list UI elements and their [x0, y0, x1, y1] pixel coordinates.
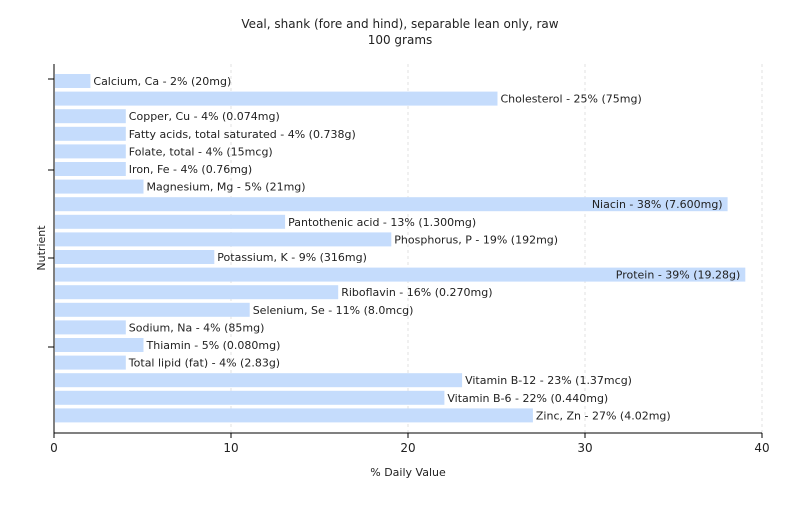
bar-label: Total lipid (fat) - 4% (2.83g)	[128, 357, 280, 370]
bar	[55, 373, 463, 388]
bar	[55, 162, 126, 176]
bar-label: Fatty acids, total saturated - 4% (0.738…	[129, 128, 356, 141]
chart-subtitle: 100 grams	[368, 33, 433, 47]
bar	[55, 197, 728, 212]
axes-group: 0 10 20 30 40	[48, 64, 770, 455]
bar-label: Selenium, Se - 11% (8.0mcg)	[253, 304, 414, 317]
bar-label: Copper, Cu - 4% (0.074mg)	[129, 110, 280, 123]
bar-label: Niacin - 38% (7.600mg)	[592, 198, 723, 211]
bar	[55, 91, 498, 106]
bar	[55, 232, 392, 247]
bar	[55, 355, 126, 370]
chart-title: Veal, shank (fore and hind), separable l…	[241, 17, 558, 31]
bar	[55, 126, 126, 141]
bar-label: Vitamin B-6 - 22% (0.440mg)	[447, 392, 608, 405]
bar-label: Sodium, Na - 4% (85mg)	[129, 321, 265, 334]
x-tick-label: 30	[577, 441, 592, 455]
bar-label: Folate, total - 4% (15mcg)	[129, 145, 273, 158]
x-tick-label: 10	[223, 441, 238, 455]
bar	[55, 285, 339, 300]
bar-label: Riboflavin - 16% (0.270mg)	[341, 286, 492, 299]
x-tick-label: 40	[754, 441, 769, 455]
bar-label: Cholesterol - 25% (75mg)	[501, 93, 642, 106]
grid-lines	[230, 64, 763, 433]
bar	[55, 267, 746, 282]
bar	[55, 302, 250, 317]
bar	[55, 109, 126, 124]
bar	[55, 214, 286, 229]
bar-label: Pantothenic acid - 13% (1.300mg)	[288, 216, 476, 229]
bar-label: Calcium, Ca - 2% (20mg)	[93, 75, 231, 88]
bar-label: Iron, Fe - 4% (0.76mg)	[129, 163, 252, 176]
bar-label: Zinc, Zn - 27% (4.02mg)	[536, 409, 671, 422]
x-tick-label: 0	[50, 441, 58, 455]
bar-label: Potassium, K - 9% (316mg)	[217, 251, 367, 264]
bar-label: Thiamin - 5% (0.080mg)	[146, 339, 281, 352]
x-axis-title: % Daily Value	[370, 466, 446, 479]
bar	[55, 408, 533, 423]
bar	[55, 250, 215, 264]
y-axis-title: Nutrient	[35, 225, 48, 271]
bar-label: Protein - 39% (19.28g)	[616, 269, 741, 282]
bar	[55, 144, 126, 159]
x-tick-label: 20	[400, 441, 415, 455]
bar	[55, 338, 144, 352]
bar	[55, 179, 144, 194]
bar	[55, 74, 91, 88]
bar-label: Phosphorus, P - 19% (192mg)	[394, 233, 558, 246]
bar	[55, 390, 445, 405]
bars-group: Calcium, Ca - 2% (20mg) Cholesterol - 25%…	[55, 74, 746, 423]
bar-label: Magnesium, Mg - 5% (21mg)	[147, 181, 306, 194]
bar-label: Vitamin B-12 - 23% (1.37mcg)	[465, 374, 632, 387]
bar	[55, 320, 126, 335]
